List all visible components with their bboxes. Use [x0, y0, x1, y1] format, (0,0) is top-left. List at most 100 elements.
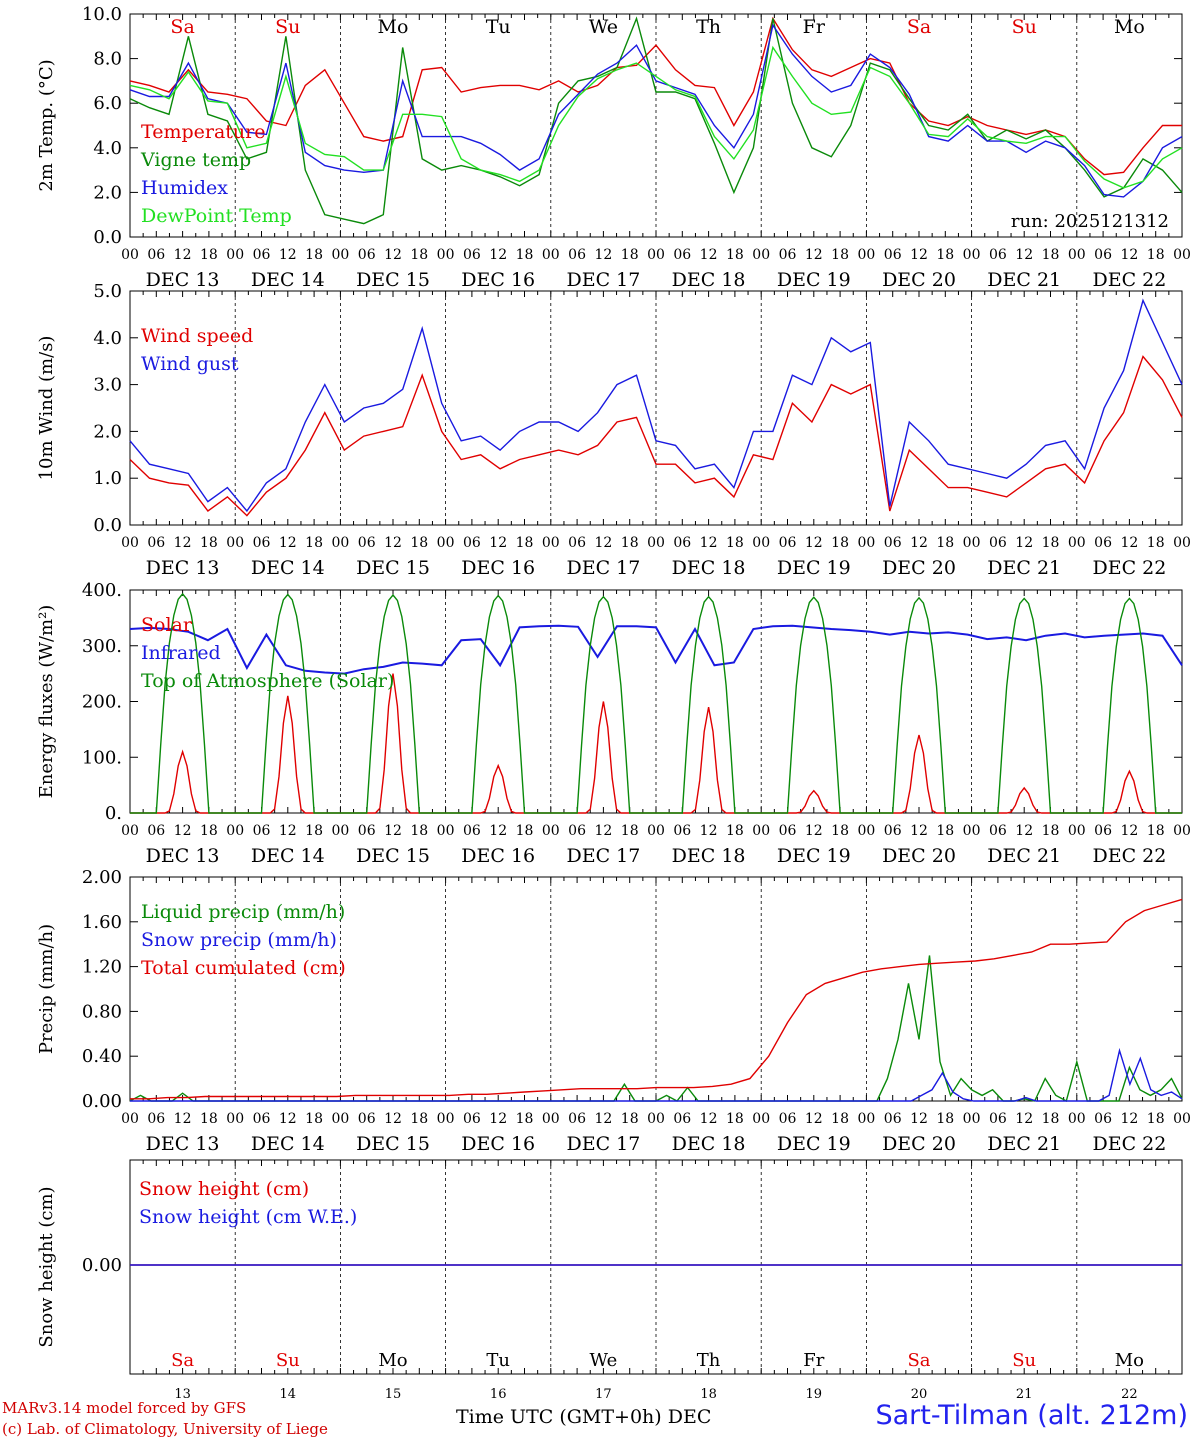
hour-tick-label: 06 [463, 823, 481, 839]
hour-tick-label: 18 [936, 535, 954, 551]
y-tick-label: 400. [82, 580, 122, 601]
hour-tick-label: 18 [410, 247, 428, 263]
hour-tick-label: 12 [1120, 535, 1138, 551]
day-label: DEC 16 [461, 845, 535, 867]
day-number-label: 19 [806, 1387, 823, 1402]
hour-tick-label: 18 [1147, 247, 1165, 263]
hour-tick-label: 18 [621, 823, 639, 839]
weekday-label: Tu [486, 16, 511, 38]
hour-tick-label: 06 [568, 1111, 586, 1127]
hour-tick-label: 00 [542, 823, 560, 839]
hour-tick-label: 06 [358, 535, 376, 551]
y-axis-label: Snow height (cm) [36, 1186, 57, 1347]
hour-tick-label: 06 [1094, 535, 1112, 551]
hour-tick-label: 00 [857, 247, 875, 263]
hour-tick-label: 00 [1068, 247, 1086, 263]
hour-tick-label: 00 [542, 1111, 560, 1127]
y-axis-label: 10m Wind (m/s) [36, 336, 57, 481]
panel-2 [129, 290, 1183, 526]
hour-tick-label: 00 [963, 823, 981, 839]
hour-tick-label: 12 [279, 823, 297, 839]
hour-tick-label: 12 [1120, 247, 1138, 263]
series-line-vigne-temp [129, 16, 1183, 225]
hour-tick-label: 00 [542, 535, 560, 551]
hour-tick-label: 06 [253, 1111, 271, 1127]
hour-tick-label: 00 [1173, 535, 1191, 551]
day-number-label: 20 [911, 1387, 928, 1402]
hour-tick-label: 06 [1094, 247, 1112, 263]
hour-tick-label: 18 [726, 823, 744, 839]
hour-tick-label: 06 [147, 535, 165, 551]
y-tick-label: 2.0 [93, 421, 122, 442]
hour-tick-label: 18 [410, 1111, 428, 1127]
weekday-label: We [589, 16, 618, 38]
hour-tick-label: 12 [1015, 1111, 1033, 1127]
day-label: DEC 19 [777, 557, 851, 579]
hour-tick-label: 06 [253, 535, 271, 551]
hour-tick-label: 12 [1015, 535, 1033, 551]
hour-tick-label: 12 [174, 823, 192, 839]
series-line-wind-gust [129, 298, 1183, 513]
panel-1 [129, 13, 1183, 238]
hour-tick-label: 06 [463, 247, 481, 263]
series-line-dewpoint-temp [129, 45, 1183, 189]
hour-tick-label: 00 [1068, 823, 1086, 839]
day-number-label: 21 [1016, 1387, 1033, 1402]
day-label: DEC 13 [146, 269, 220, 291]
hour-tick-label: 18 [1042, 535, 1060, 551]
hour-tick-label: 00 [437, 247, 455, 263]
hour-tick-label: 06 [1094, 1111, 1112, 1127]
weekday-label: Sa [171, 1350, 194, 1371]
day-label: DEC 13 [146, 557, 220, 579]
hour-tick-label: 12 [489, 1111, 507, 1127]
day-label: DEC 22 [1092, 845, 1166, 867]
hour-tick-label: 06 [358, 1111, 376, 1127]
day-label: DEC 21 [987, 557, 1061, 579]
hour-tick-label: 00 [857, 1111, 875, 1127]
hour-tick-label: 18 [305, 247, 323, 263]
hour-tick-label: 18 [726, 1111, 744, 1127]
hour-tick-label: 06 [673, 535, 691, 551]
hour-tick-label: 00 [331, 1111, 349, 1127]
hour-tick-label: 06 [253, 823, 271, 839]
hour-tick-label: 18 [516, 247, 534, 263]
hour-tick-label: 00 [226, 535, 244, 551]
weekday-label: Sa [907, 16, 931, 38]
panel-4 [129, 876, 1183, 1103]
hour-tick-label: 00 [121, 535, 139, 551]
hour-tick-label: 00 [121, 247, 139, 263]
station-name: Sart-Tilman (alt. 212m) [875, 1400, 1188, 1431]
hour-tick-label: 00 [647, 1111, 665, 1127]
weekday-label: Mo [378, 16, 409, 38]
hour-tick-label: 18 [831, 247, 849, 263]
weekday-label: Su [275, 16, 300, 38]
run-annotation: run: 2025121312 [1011, 211, 1169, 232]
weekday-label: Sa [907, 1350, 930, 1371]
hour-tick-label: 12 [279, 1111, 297, 1127]
hour-tick-label: 06 [779, 535, 797, 551]
day-label: DEC 18 [672, 557, 746, 579]
hour-tick-label: 12 [910, 823, 928, 839]
hour-tick-label: 06 [779, 823, 797, 839]
weekday-label: Mo [378, 1350, 407, 1371]
hour-tick-label: 00 [752, 1111, 770, 1127]
series-line-snow-precip-mm-h- [130, 1047, 1183, 1102]
day-label: DEC 15 [356, 557, 430, 579]
hour-tick-label: 00 [121, 823, 139, 839]
hour-tick-label: 00 [331, 535, 349, 551]
hour-tick-label: 12 [594, 535, 612, 551]
day-label: DEC 20 [882, 845, 956, 867]
day-label: DEC 21 [987, 269, 1061, 291]
hour-tick-label: 12 [805, 823, 823, 839]
y-tick-label: 5.0 [93, 281, 122, 302]
y-tick-label: 0.0 [93, 227, 122, 248]
hour-tick-label: 12 [489, 823, 507, 839]
legend-entry: Vigne temp [140, 149, 251, 171]
hour-tick-label: 18 [200, 1111, 218, 1127]
hour-tick-label: 12 [384, 1111, 402, 1127]
hour-tick-label: 06 [463, 1111, 481, 1127]
hour-tick-label: 18 [305, 1111, 323, 1127]
hour-tick-label: 18 [831, 535, 849, 551]
day-label: DEC 18 [672, 269, 746, 291]
